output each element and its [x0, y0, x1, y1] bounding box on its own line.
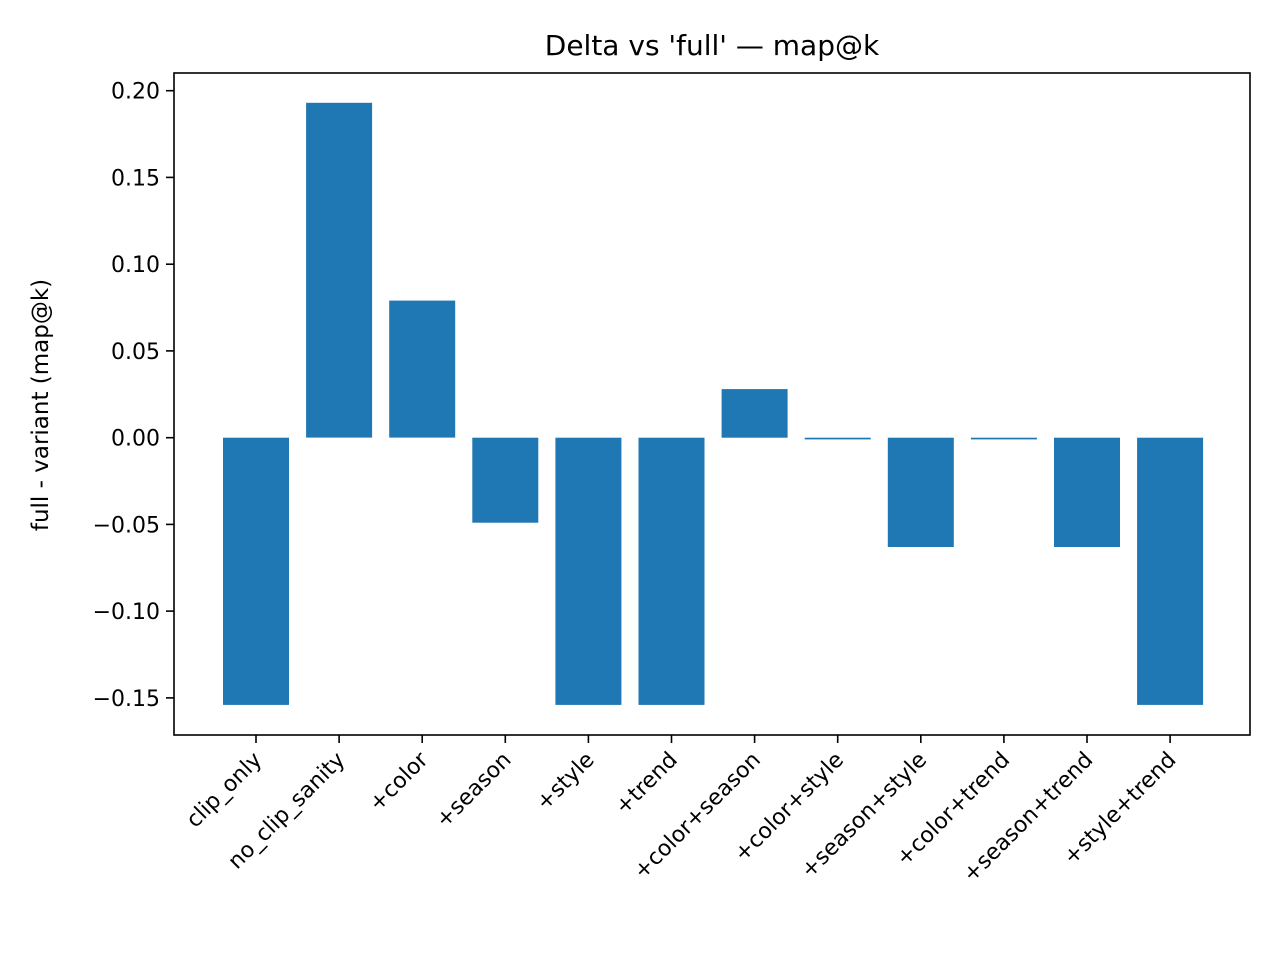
y-tick-label: −0.10 [93, 600, 160, 625]
chart-title: Delta vs 'full' — map@k [545, 29, 880, 62]
bar-+style [555, 437, 622, 705]
x-tick-label: +color [364, 747, 434, 817]
x-tick-label: +style [532, 748, 600, 816]
x-tick-label: clip_only [182, 748, 267, 833]
bar-+color+style [804, 437, 871, 440]
x-tick-label: +season [431, 748, 516, 833]
bar-no_clip_sanity [306, 102, 373, 438]
bar-+season+trend [1054, 437, 1120, 547]
bar-+trend [638, 437, 705, 705]
bar-+season+style [887, 437, 954, 547]
bar-+season [472, 437, 539, 523]
y-tick-label: 0.15 [111, 166, 160, 191]
x-tick-label: +trend [611, 748, 683, 820]
bar-+color+season [721, 389, 788, 438]
y-tick-label: −0.05 [93, 513, 160, 538]
y-tick-label: 0.20 [111, 80, 160, 105]
bars-layer [223, 102, 1204, 705]
bar-+color [389, 300, 456, 438]
plot-area-frame [173, 72, 1251, 736]
bar-+color+trend [970, 437, 1037, 440]
y-tick-label: 0.10 [111, 253, 160, 278]
y-axis-label: full - variant (map@k) [28, 279, 54, 531]
y-tick-label: 0.00 [111, 427, 160, 452]
y-tick-label: 0.05 [111, 340, 160, 365]
y-tick-label: −0.15 [93, 687, 160, 712]
bar-+style+trend [1137, 437, 1204, 705]
bar-clip_only [223, 437, 289, 705]
